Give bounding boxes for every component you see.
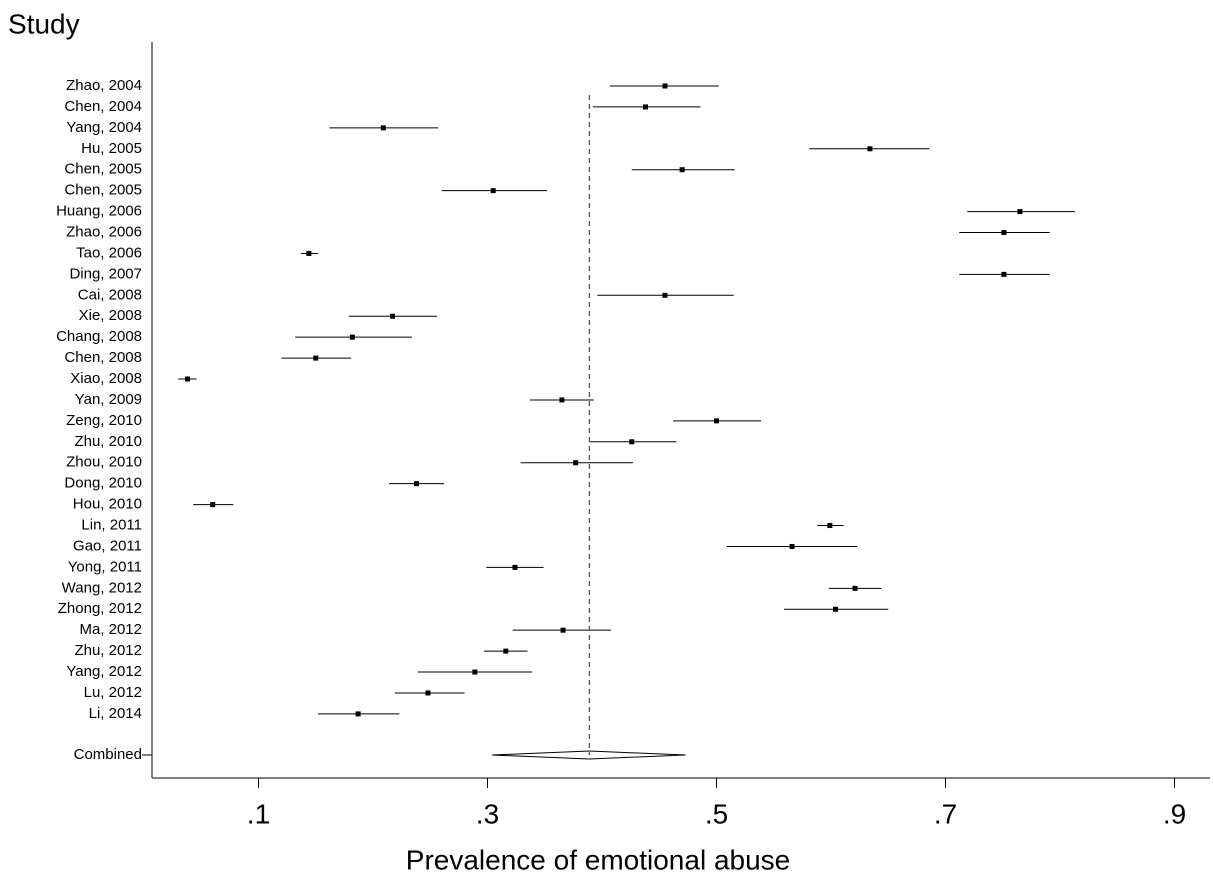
- point-estimate: [629, 439, 635, 445]
- study-label: Gao, 2011: [73, 537, 142, 554]
- point-estimate: [425, 690, 431, 696]
- point-estimate: [573, 460, 579, 466]
- study-label: Zhu, 2010: [74, 433, 142, 450]
- point-estimate: [713, 418, 719, 424]
- study-label: Chang, 2008: [56, 328, 142, 345]
- study-label: Yang, 2012: [66, 663, 142, 680]
- study-label: Chen, 2005: [64, 182, 142, 199]
- study-label: Lin, 2011: [81, 516, 142, 533]
- study-label: Ding, 2007: [69, 265, 142, 282]
- x-tick-label: .1: [247, 798, 270, 829]
- point-estimate: [789, 543, 795, 549]
- study-label: Yang, 2004: [66, 119, 142, 136]
- point-estimate: [827, 523, 833, 529]
- x-tick-label: .7: [934, 798, 957, 829]
- point-estimate: [380, 125, 386, 131]
- study-label: Zhou, 2010: [66, 454, 142, 471]
- study-label: Wang, 2012: [62, 579, 142, 596]
- point-estimate: [313, 355, 319, 361]
- study-label: Dong, 2010: [64, 475, 142, 492]
- point-estimate: [210, 502, 216, 508]
- point-estimate: [1001, 271, 1007, 277]
- point-estimate: [490, 188, 496, 194]
- study-label: Xiao, 2008: [70, 370, 142, 387]
- point-estimate: [833, 606, 839, 612]
- study-label: Zhao, 2006: [66, 223, 142, 240]
- study-label: Yan, 2009: [75, 391, 142, 408]
- study-label: Zhu, 2012: [74, 642, 142, 659]
- x-tick-label: .9: [1163, 798, 1186, 829]
- combined-label: Combined: [74, 746, 142, 763]
- point-estimate: [559, 397, 565, 403]
- point-estimate: [306, 250, 312, 256]
- point-estimate: [389, 313, 395, 319]
- point-estimate: [1017, 209, 1023, 215]
- point-estimate: [662, 292, 668, 298]
- x-title: Prevalence of emotional abuse: [406, 844, 790, 875]
- y-title: Study: [8, 8, 80, 39]
- point-estimate: [414, 481, 419, 487]
- study-label: Chen, 2005: [64, 161, 142, 178]
- study-label: Xie, 2008: [79, 307, 142, 324]
- point-estimate: [852, 585, 858, 591]
- study-label: Huang, 2006: [56, 203, 142, 220]
- study-label: Yong, 2011: [68, 558, 142, 575]
- point-estimate: [349, 334, 355, 340]
- study-label: Ma, 2012: [79, 621, 142, 638]
- study-label: Li, 2014: [89, 705, 142, 722]
- point-estimate: [184, 376, 190, 382]
- study-label: Tao, 2006: [76, 244, 142, 261]
- point-estimate: [867, 146, 873, 152]
- study-label: Hu, 2005: [81, 140, 142, 157]
- point-estimate: [662, 83, 668, 89]
- point-estimate: [512, 564, 518, 570]
- study-label: Lu, 2012: [84, 684, 142, 701]
- point-estimate: [679, 167, 685, 173]
- point-estimate: [472, 669, 478, 675]
- study-label: Hou, 2010: [73, 496, 142, 513]
- x-tick-label: .3: [476, 798, 499, 829]
- study-label: Zhong, 2012: [58, 600, 142, 617]
- study-label: Chen, 2008: [64, 349, 142, 366]
- combined-diamond: [492, 750, 686, 760]
- point-estimate: [560, 627, 566, 633]
- study-label: Chen, 2004: [64, 98, 142, 115]
- study-label: Cai, 2008: [78, 286, 142, 303]
- point-estimate: [503, 648, 509, 654]
- x-tick-label: .5: [705, 798, 728, 829]
- study-label: Zeng, 2010: [66, 412, 142, 429]
- point-estimate: [355, 711, 361, 717]
- point-estimate: [1001, 230, 1007, 236]
- point-estimate: [643, 104, 649, 110]
- study-label: Zhao, 2004: [66, 77, 142, 94]
